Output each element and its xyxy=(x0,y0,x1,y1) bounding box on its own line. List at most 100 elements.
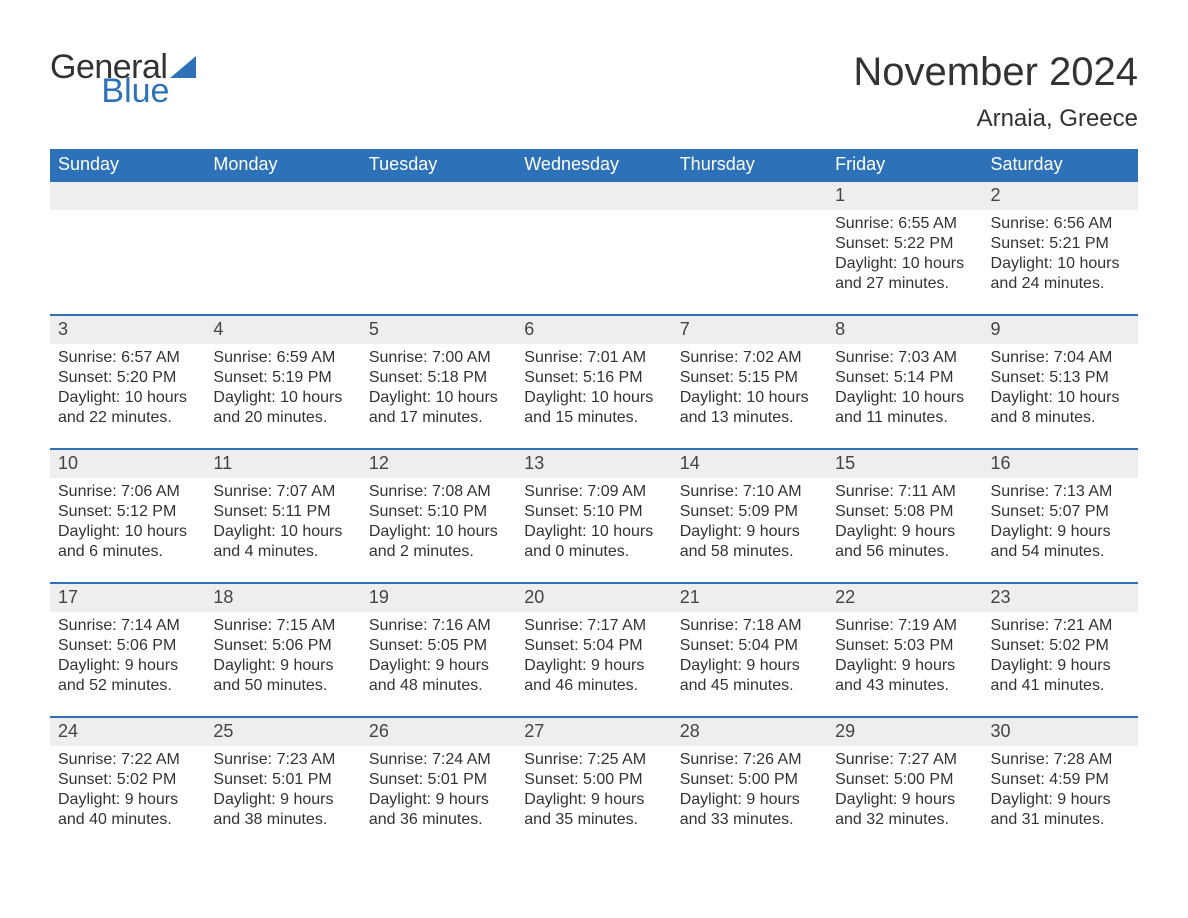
day-number-bar: 24 xyxy=(50,716,205,746)
sunset-line: Sunset: 5:00 PM xyxy=(835,770,974,790)
day-details: Sunrise: 7:00 AMSunset: 5:18 PMDaylight:… xyxy=(361,344,516,432)
day-number-bar: 19 xyxy=(361,582,516,612)
daylight-line1: Daylight: 9 hours xyxy=(680,656,819,676)
calendar-day: 4Sunrise: 6:59 AMSunset: 5:19 PMDaylight… xyxy=(205,314,360,448)
sunrise-line: Sunrise: 7:09 AM xyxy=(524,482,663,502)
calendar-day: 16Sunrise: 7:13 AMSunset: 5:07 PMDayligh… xyxy=(983,448,1138,582)
daylight-line1: Daylight: 9 hours xyxy=(991,656,1130,676)
day-details: Sunrise: 7:15 AMSunset: 5:06 PMDaylight:… xyxy=(205,612,360,700)
header: General Blue November 2024 Arnaia, Greec… xyxy=(50,50,1138,143)
sunrise-line: Sunrise: 7:01 AM xyxy=(524,348,663,368)
day-number-bar: 6 xyxy=(516,314,671,344)
calendar-day: 17Sunrise: 7:14 AMSunset: 5:06 PMDayligh… xyxy=(50,582,205,716)
daylight-line2: and 6 minutes. xyxy=(58,542,197,562)
calendar-day: 6Sunrise: 7:01 AMSunset: 5:16 PMDaylight… xyxy=(516,314,671,448)
sunrise-line: Sunrise: 7:24 AM xyxy=(369,750,508,770)
calendar-day xyxy=(50,180,205,314)
calendar-day: 8Sunrise: 7:03 AMSunset: 5:14 PMDaylight… xyxy=(827,314,982,448)
daylight-line1: Daylight: 9 hours xyxy=(991,790,1130,810)
weekday-header-row: SundayMondayTuesdayWednesdayThursdayFrid… xyxy=(50,149,1138,180)
daylight-line1: Daylight: 9 hours xyxy=(58,656,197,676)
sunrise-line: Sunrise: 7:11 AM xyxy=(835,482,974,502)
day-details: Sunrise: 7:01 AMSunset: 5:16 PMDaylight:… xyxy=(516,344,671,432)
sunset-line: Sunset: 5:07 PM xyxy=(991,502,1130,522)
daylight-line1: Daylight: 10 hours xyxy=(369,522,508,542)
day-number-bar: 21 xyxy=(672,582,827,612)
day-details: Sunrise: 7:24 AMSunset: 5:01 PMDaylight:… xyxy=(361,746,516,834)
sunrise-line: Sunrise: 7:23 AM xyxy=(213,750,352,770)
day-number-bar xyxy=(50,180,205,210)
sunrise-line: Sunrise: 7:14 AM xyxy=(58,616,197,636)
day-number-bar: 9 xyxy=(983,314,1138,344)
calendar-day: 25Sunrise: 7:23 AMSunset: 5:01 PMDayligh… xyxy=(205,716,360,850)
day-number-bar: 1 xyxy=(827,180,982,210)
day-number-bar: 30 xyxy=(983,716,1138,746)
sunrise-line: Sunrise: 6:56 AM xyxy=(991,214,1130,234)
daylight-line2: and 0 minutes. xyxy=(524,542,663,562)
weekday-header: Friday xyxy=(827,149,982,180)
sunset-line: Sunset: 5:01 PM xyxy=(213,770,352,790)
sunrise-line: Sunrise: 7:17 AM xyxy=(524,616,663,636)
daylight-line2: and 58 minutes. xyxy=(680,542,819,562)
daylight-line1: Daylight: 9 hours xyxy=(213,656,352,676)
sunset-line: Sunset: 5:06 PM xyxy=(213,636,352,656)
sunset-line: Sunset: 5:22 PM xyxy=(835,234,974,254)
sunset-line: Sunset: 5:14 PM xyxy=(835,368,974,388)
day-details: Sunrise: 7:23 AMSunset: 5:01 PMDaylight:… xyxy=(205,746,360,834)
calendar-week: 3Sunrise: 6:57 AMSunset: 5:20 PMDaylight… xyxy=(50,314,1138,448)
day-number-bar: 5 xyxy=(361,314,516,344)
sunset-line: Sunset: 5:10 PM xyxy=(369,502,508,522)
weekday-header: Tuesday xyxy=(361,149,516,180)
day-details: Sunrise: 6:57 AMSunset: 5:20 PMDaylight:… xyxy=(50,344,205,432)
calendar-table: SundayMondayTuesdayWednesdayThursdayFrid… xyxy=(50,149,1138,850)
weekday-header: Saturday xyxy=(983,149,1138,180)
sunset-line: Sunset: 5:09 PM xyxy=(680,502,819,522)
day-details: Sunrise: 7:03 AMSunset: 5:14 PMDaylight:… xyxy=(827,344,982,432)
sunset-line: Sunset: 5:02 PM xyxy=(58,770,197,790)
sunset-line: Sunset: 5:08 PM xyxy=(835,502,974,522)
calendar-day: 30Sunrise: 7:28 AMSunset: 4:59 PMDayligh… xyxy=(983,716,1138,850)
sunset-line: Sunset: 5:16 PM xyxy=(524,368,663,388)
calendar-week: 1Sunrise: 6:55 AMSunset: 5:22 PMDaylight… xyxy=(50,180,1138,314)
sunset-line: Sunset: 5:20 PM xyxy=(58,368,197,388)
daylight-line2: and 2 minutes. xyxy=(369,542,508,562)
sunset-line: Sunset: 5:21 PM xyxy=(991,234,1130,254)
daylight-line1: Daylight: 9 hours xyxy=(524,790,663,810)
day-details: Sunrise: 7:09 AMSunset: 5:10 PMDaylight:… xyxy=(516,478,671,566)
weekday-header: Wednesday xyxy=(516,149,671,180)
sunrise-line: Sunrise: 7:10 AM xyxy=(680,482,819,502)
day-details: Sunrise: 7:17 AMSunset: 5:04 PMDaylight:… xyxy=(516,612,671,700)
daylight-line1: Daylight: 10 hours xyxy=(524,388,663,408)
calendar-day: 24Sunrise: 7:22 AMSunset: 5:02 PMDayligh… xyxy=(50,716,205,850)
daylight-line2: and 20 minutes. xyxy=(213,408,352,428)
daylight-line1: Daylight: 10 hours xyxy=(369,388,508,408)
sunset-line: Sunset: 5:00 PM xyxy=(524,770,663,790)
calendar-week: 10Sunrise: 7:06 AMSunset: 5:12 PMDayligh… xyxy=(50,448,1138,582)
daylight-line2: and 22 minutes. xyxy=(58,408,197,428)
day-details: Sunrise: 6:56 AMSunset: 5:21 PMDaylight:… xyxy=(983,210,1138,298)
day-number-bar: 29 xyxy=(827,716,982,746)
day-details: Sunrise: 7:14 AMSunset: 5:06 PMDaylight:… xyxy=(50,612,205,700)
daylight-line1: Daylight: 9 hours xyxy=(58,790,197,810)
daylight-line1: Daylight: 9 hours xyxy=(835,790,974,810)
calendar-day: 14Sunrise: 7:10 AMSunset: 5:09 PMDayligh… xyxy=(672,448,827,582)
calendar-day: 28Sunrise: 7:26 AMSunset: 5:00 PMDayligh… xyxy=(672,716,827,850)
daylight-line2: and 24 minutes. xyxy=(991,274,1130,294)
day-number-bar: 12 xyxy=(361,448,516,478)
daylight-line1: Daylight: 10 hours xyxy=(835,254,974,274)
daylight-line1: Daylight: 9 hours xyxy=(835,656,974,676)
day-details: Sunrise: 7:18 AMSunset: 5:04 PMDaylight:… xyxy=(672,612,827,700)
daylight-line2: and 45 minutes. xyxy=(680,676,819,696)
sunset-line: Sunset: 5:00 PM xyxy=(680,770,819,790)
calendar-day: 5Sunrise: 7:00 AMSunset: 5:18 PMDaylight… xyxy=(361,314,516,448)
day-number-bar: 11 xyxy=(205,448,360,478)
daylight-line2: and 43 minutes. xyxy=(835,676,974,696)
sunrise-line: Sunrise: 7:06 AM xyxy=(58,482,197,502)
day-details: Sunrise: 6:55 AMSunset: 5:22 PMDaylight:… xyxy=(827,210,982,298)
daylight-line2: and 4 minutes. xyxy=(213,542,352,562)
day-number-bar: 26 xyxy=(361,716,516,746)
weekday-header: Monday xyxy=(205,149,360,180)
calendar-day: 20Sunrise: 7:17 AMSunset: 5:04 PMDayligh… xyxy=(516,582,671,716)
daylight-line2: and 54 minutes. xyxy=(991,542,1130,562)
daylight-line2: and 50 minutes. xyxy=(213,676,352,696)
